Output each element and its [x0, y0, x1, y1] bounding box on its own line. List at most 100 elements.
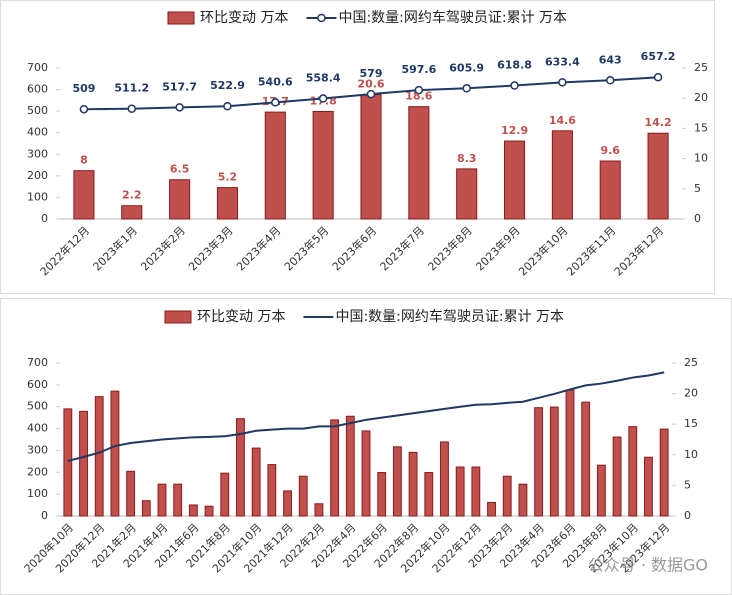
y-tick-label: 500	[27, 400, 48, 413]
bar-value-label: 12.9	[501, 124, 528, 137]
line-value-label: 522.9	[210, 79, 245, 92]
bar	[312, 110, 334, 220]
legend-marker	[317, 13, 326, 23]
line-value-label: 618.8	[497, 59, 532, 72]
y2-tick-label: 20	[694, 91, 708, 104]
bar	[264, 111, 286, 220]
line-marker	[510, 81, 519, 90]
y-tick-label: 0	[41, 212, 48, 225]
bar	[94, 396, 104, 517]
bar	[424, 472, 434, 517]
line-value-label: 657.2	[641, 50, 676, 63]
bar	[551, 130, 573, 220]
bar	[204, 505, 214, 517]
bar	[456, 168, 478, 220]
y-tick-label: 500	[27, 104, 48, 117]
line-marker	[318, 94, 328, 103]
y-tick-label: 100	[27, 190, 48, 203]
bar	[581, 401, 591, 517]
bar	[534, 407, 544, 517]
bar-value-label: 20.6	[357, 78, 384, 91]
legend-label: 中国:数量:网约车驾驶员证:累计 万本	[338, 9, 567, 26]
x-tick-label: 2023年3月	[185, 223, 235, 273]
line-value-label: 540.6	[258, 75, 293, 88]
bar	[392, 446, 402, 517]
y2-tick-label: 20	[684, 387, 698, 400]
bar	[345, 415, 355, 517]
bar	[360, 94, 382, 220]
bar-value-label: 18.6	[405, 90, 432, 103]
legend-label: 环比变动 万本	[200, 10, 288, 26]
line-marker	[223, 101, 232, 111]
y2-tick-label: 10	[694, 152, 708, 165]
x-tick-label: 2023年2月	[138, 223, 188, 273]
bar	[596, 464, 606, 517]
bar	[157, 483, 167, 517]
line-marker	[366, 89, 376, 99]
y-tick-label: 600	[27, 378, 48, 391]
bar-value-label: 8.3	[457, 152, 477, 165]
x-tick-label: 2023年5月	[281, 223, 331, 273]
bar	[283, 490, 292, 517]
y-tick-label: 100	[27, 487, 48, 500]
line-value-label: 597.6	[401, 63, 436, 76]
line-marker	[271, 98, 280, 107]
watermark: 公众号 · 数据GO	[588, 556, 708, 575]
bar	[565, 389, 575, 517]
line-value-label: 579	[360, 67, 383, 80]
line-value-label: 517.7	[162, 80, 197, 93]
bar	[471, 466, 481, 517]
line-marker	[79, 104, 89, 114]
bar-value-label: 9.6	[600, 144, 620, 157]
bar	[612, 436, 622, 517]
bar	[361, 430, 371, 517]
y-tick-label: 0	[41, 509, 48, 522]
y2-tick-label: 0	[684, 509, 691, 522]
line	[67, 371, 665, 462]
line-value-label: 633.4	[545, 55, 580, 68]
bar-value-label: 2.2	[122, 189, 142, 202]
bar	[644, 456, 653, 517]
x-tick-label: 2023年8月	[425, 223, 475, 273]
x-tick-label: 2023年9月	[473, 223, 523, 273]
x-tick-label: 2023年11月	[563, 223, 618, 278]
bar	[377, 472, 387, 517]
y2-tick-label: 0	[694, 212, 701, 225]
y2-tick-label: 25	[694, 61, 708, 74]
bar	[121, 205, 143, 220]
legend-swatch	[164, 310, 192, 324]
line-value-label: 509	[72, 82, 95, 95]
x-tick-label: 2022年12月	[37, 223, 92, 278]
bar	[659, 428, 669, 517]
x-tick-label: 2023年7月	[377, 223, 427, 273]
line-marker	[558, 78, 567, 87]
y-tick-label: 300	[27, 443, 48, 456]
line-marker	[462, 84, 471, 93]
x-tick-label: 2023年4月	[233, 223, 283, 273]
bar	[141, 500, 151, 517]
bar	[440, 441, 449, 517]
y-tick-label: 700	[27, 356, 48, 369]
bar	[251, 447, 261, 517]
line-marker	[605, 76, 615, 85]
y-tick-label: 700	[27, 61, 48, 74]
line-marker	[175, 103, 184, 112]
bar	[503, 140, 526, 220]
bar	[455, 466, 465, 517]
y-tick-label: 300	[27, 147, 48, 160]
x-tick-label: 2023年6月	[329, 223, 379, 273]
line-marker	[414, 85, 424, 95]
y2-tick-label: 25	[684, 356, 698, 369]
legend-swatch	[167, 11, 195, 25]
y2-tick-label: 15	[684, 417, 698, 430]
bar	[408, 106, 430, 220]
bar-value-label: 5.2	[218, 171, 238, 184]
bar-value-label: 8	[80, 154, 88, 167]
line-marker	[127, 104, 137, 113]
bar	[110, 390, 120, 517]
bar-value-label: 6.5	[170, 163, 190, 176]
bar	[236, 418, 245, 517]
bar	[216, 187, 239, 220]
